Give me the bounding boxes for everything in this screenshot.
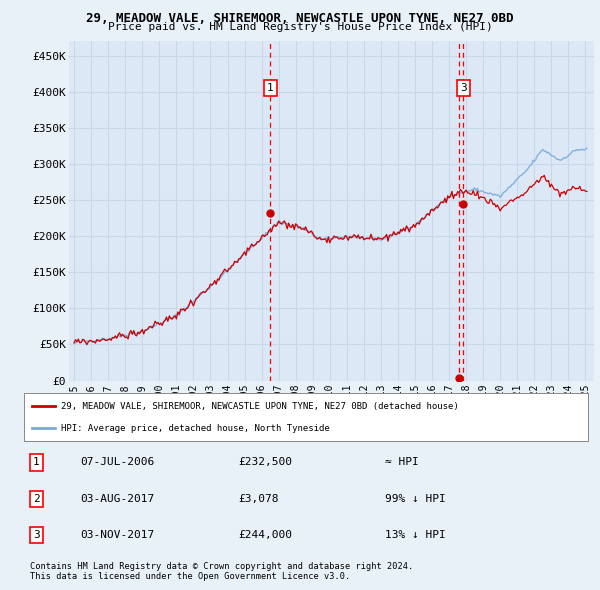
Text: 29, MEADOW VALE, SHIREMOOR, NEWCASTLE UPON TYNE, NE27 0BD (detached house): 29, MEADOW VALE, SHIREMOOR, NEWCASTLE UP… bbox=[61, 402, 458, 411]
Text: 3: 3 bbox=[33, 530, 40, 540]
Text: This data is licensed under the Open Government Licence v3.0.: This data is licensed under the Open Gov… bbox=[30, 572, 350, 581]
Text: £232,500: £232,500 bbox=[238, 457, 292, 467]
Text: HPI: Average price, detached house, North Tyneside: HPI: Average price, detached house, Nort… bbox=[61, 424, 329, 432]
Text: 1: 1 bbox=[267, 83, 274, 93]
Text: £3,078: £3,078 bbox=[238, 494, 279, 504]
Text: 99% ↓ HPI: 99% ↓ HPI bbox=[385, 494, 446, 504]
Text: 3: 3 bbox=[460, 83, 467, 93]
Text: 03-AUG-2017: 03-AUG-2017 bbox=[80, 494, 155, 504]
Text: 07-JUL-2006: 07-JUL-2006 bbox=[80, 457, 155, 467]
Text: Contains HM Land Registry data © Crown copyright and database right 2024.: Contains HM Land Registry data © Crown c… bbox=[30, 562, 413, 571]
Text: ≈ HPI: ≈ HPI bbox=[385, 457, 419, 467]
Text: 2: 2 bbox=[33, 494, 40, 504]
Text: 03-NOV-2017: 03-NOV-2017 bbox=[80, 530, 155, 540]
Text: Price paid vs. HM Land Registry's House Price Index (HPI): Price paid vs. HM Land Registry's House … bbox=[107, 22, 493, 32]
Text: 13% ↓ HPI: 13% ↓ HPI bbox=[385, 530, 446, 540]
Text: 29, MEADOW VALE, SHIREMOOR, NEWCASTLE UPON TYNE, NE27 0BD: 29, MEADOW VALE, SHIREMOOR, NEWCASTLE UP… bbox=[86, 12, 514, 25]
Text: £244,000: £244,000 bbox=[238, 530, 292, 540]
Text: 1: 1 bbox=[33, 457, 40, 467]
